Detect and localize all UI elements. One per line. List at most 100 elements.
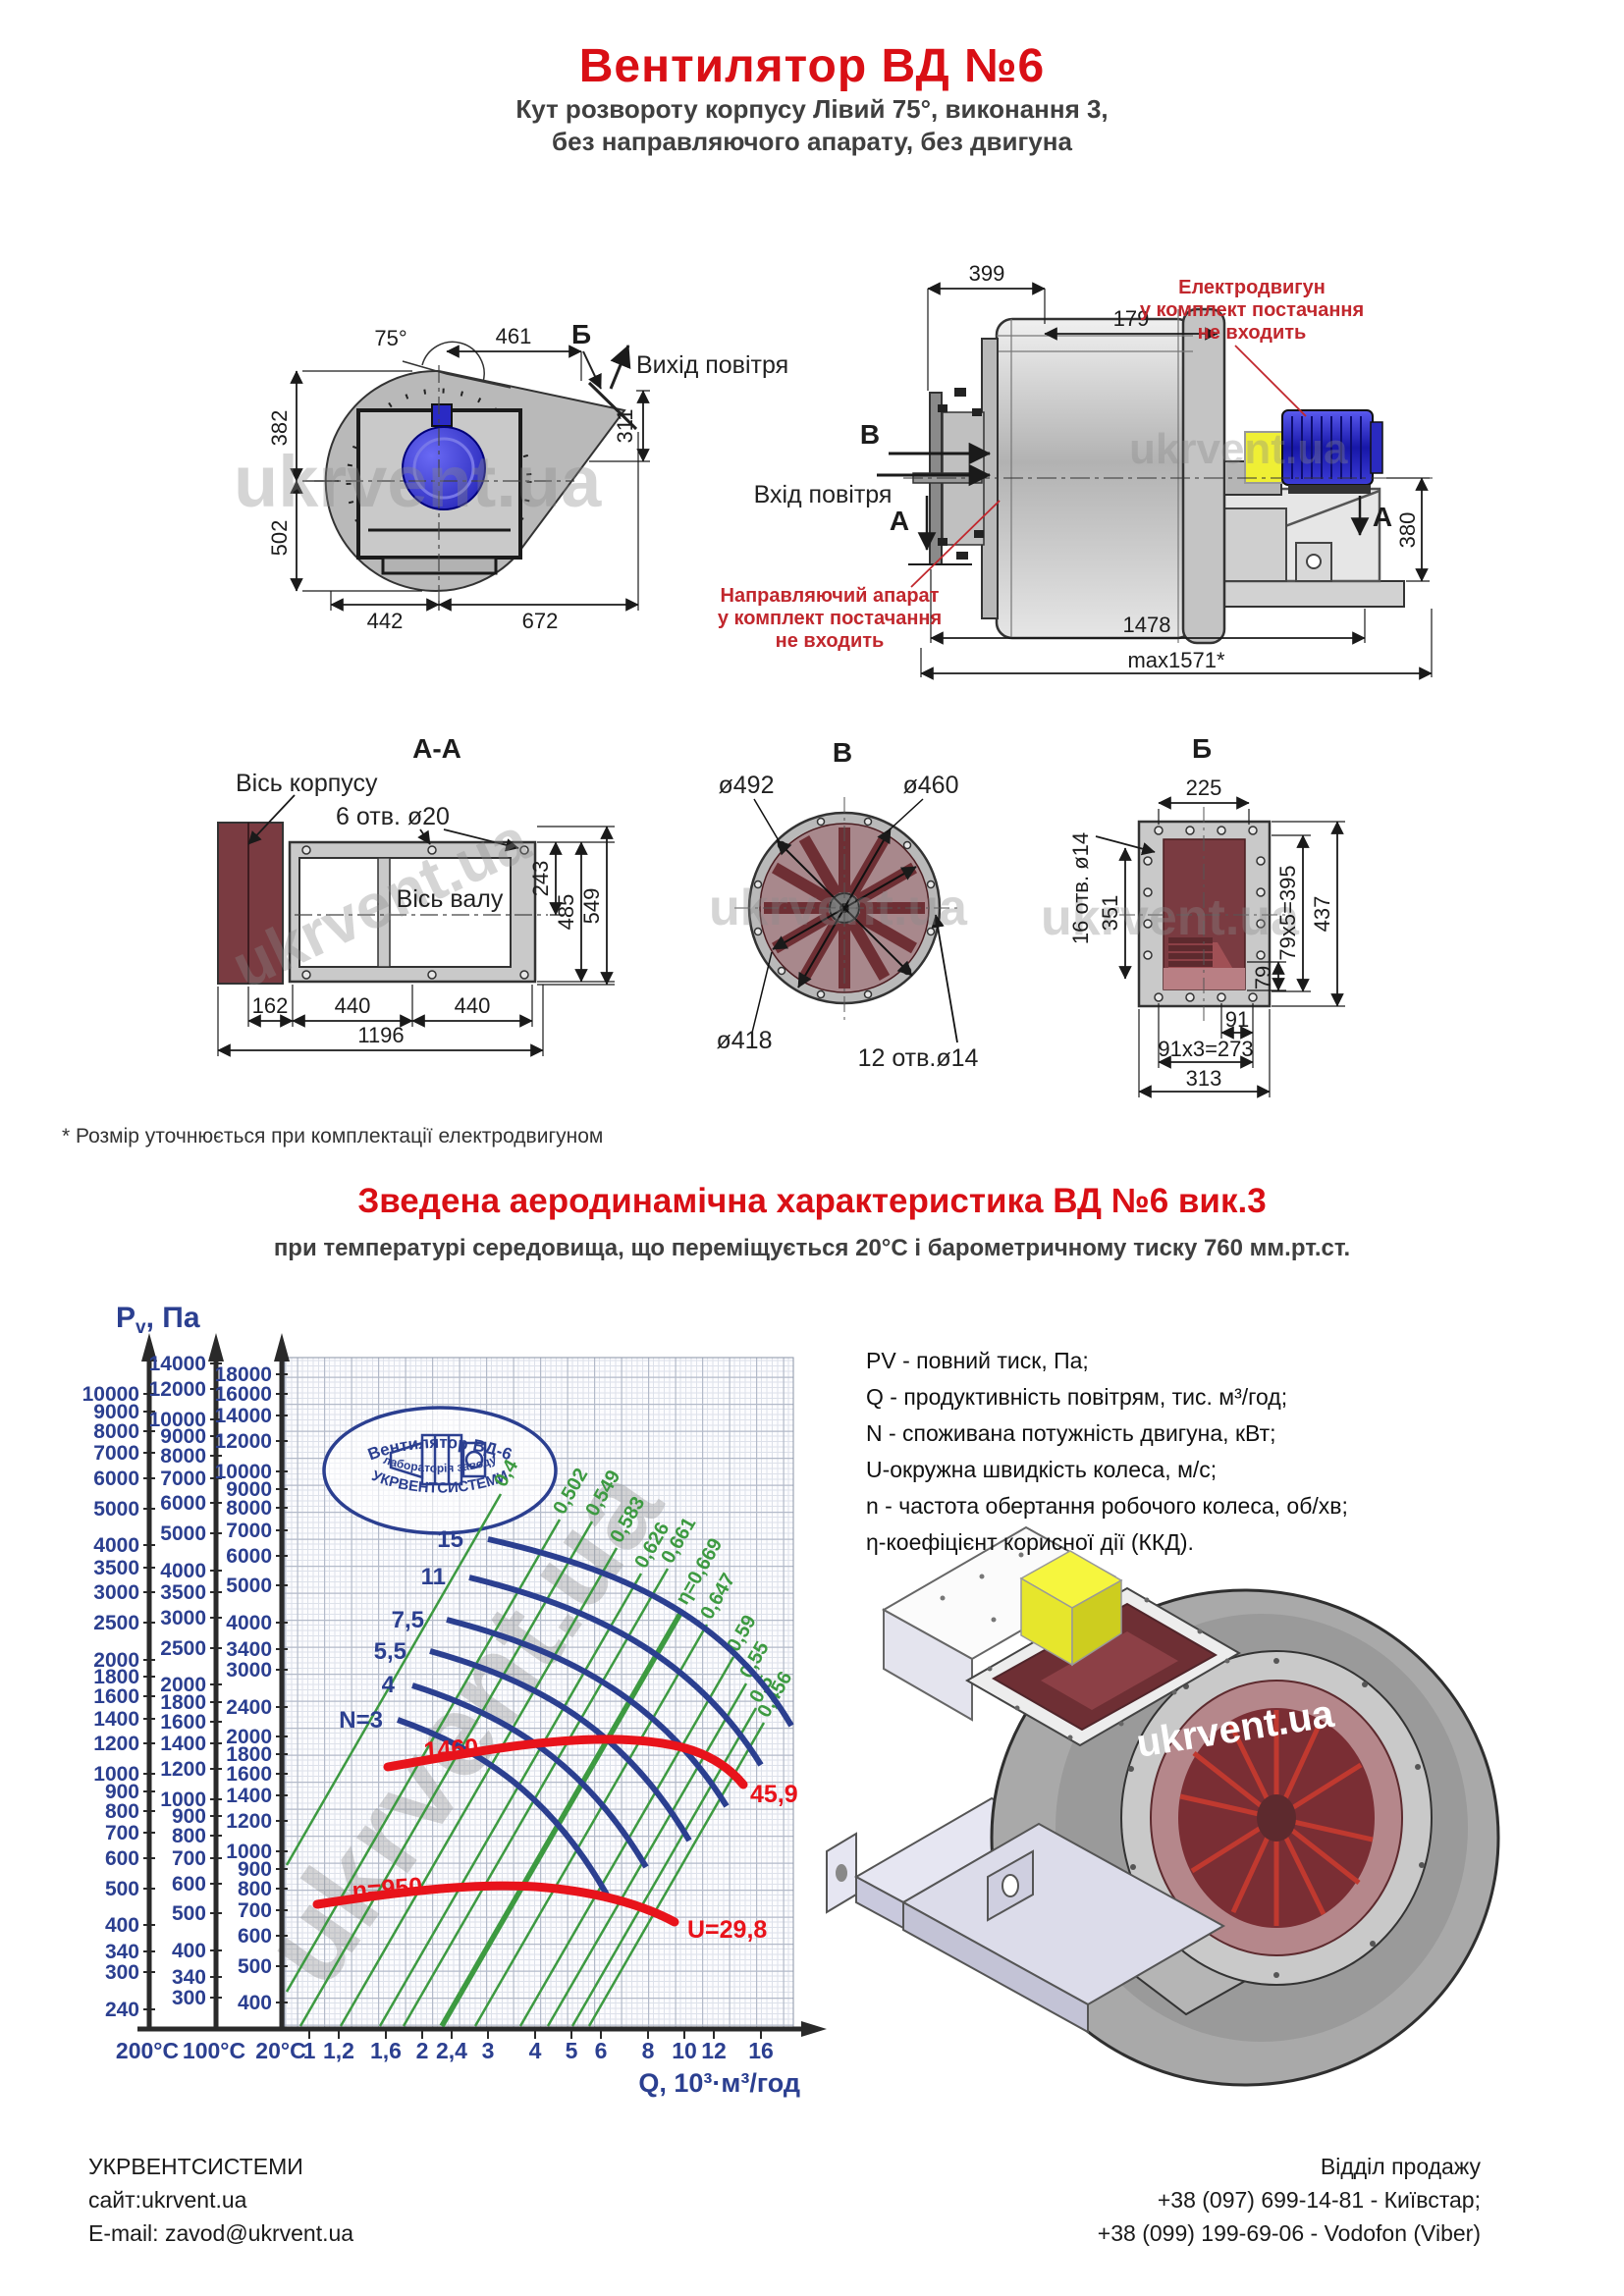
legend-line-u: U-окружна швидкість колеса, м/с; (866, 1457, 1218, 1482)
subtitle-line-2: без направляючого апарату, без двигуна (552, 127, 1072, 156)
note-line: Направляючий апарат (720, 585, 940, 607)
dim-442: 442 (367, 609, 404, 633)
watermark-text: ukrvent.ua (1129, 425, 1348, 473)
x-tick: 5 (566, 2038, 578, 2063)
tick: 800 (172, 1825, 206, 1847)
tick: 18000 (215, 1363, 272, 1386)
dim-1196: 1196 (357, 1023, 404, 1047)
tick: 5000 (93, 1498, 139, 1521)
tick: 700 (105, 1822, 139, 1844)
holes-16-d14-label: 16 отв. ø14 (1068, 832, 1093, 944)
n-label: 15 (437, 1526, 463, 1553)
tick: 7000 (226, 1520, 272, 1542)
chart-heading: Зведена аеродинамічна характеристика ВД … (357, 1182, 1267, 1220)
tick: 1400 (160, 1733, 206, 1755)
tick: 5000 (160, 1522, 206, 1545)
dim-461: 461 (496, 324, 532, 348)
dim-91: 91 (1225, 1007, 1249, 1032)
note-line: не входить (775, 630, 885, 652)
air-out-label: Вихід повітря (636, 351, 788, 379)
n-label: 4 (382, 1672, 396, 1698)
tick: 9000 (93, 1401, 139, 1423)
tick: 400 (172, 1940, 206, 1962)
x-tick: 4 (529, 2038, 542, 2063)
efficiency-lines (285, 1493, 766, 2028)
tick: 4000 (93, 1534, 139, 1557)
size-footnote: * Розмір уточнюється при комплектації ел… (62, 1125, 604, 1148)
legend-line-pv: PV - повний тиск, Па; (866, 1348, 1089, 1373)
dim-549: 549 (579, 888, 604, 925)
company-name: УКРВЕНТСИСТЕМИ (88, 2154, 303, 2179)
dim-angle-75: 75° (374, 326, 406, 350)
dim-399: 399 (969, 261, 1005, 286)
watermark-text: ukrvent.ua (709, 880, 968, 936)
tick: 500 (172, 1902, 206, 1925)
section-label-a-left: А (890, 506, 909, 536)
chart-subheading: при температурі середовища, що переміщує… (273, 1235, 1351, 1261)
note-line: не входить (1197, 322, 1307, 344)
pressure-scale-200c: 10000 9000 8000 7000 6000 5000 4000 3500… (82, 1383, 139, 2021)
motor-not-included-note: Електродвигун у комплект постачання не в… (1100, 277, 1404, 345)
x-tick: 3 (482, 2038, 495, 2063)
dim-225: 225 (1186, 775, 1222, 800)
tick: 500 (238, 1955, 272, 1978)
legend-line-eta: η-коефіцієнт корисної дії (ККД). (866, 1529, 1194, 1555)
shaft-axis-label: Вісь валу (397, 885, 504, 913)
tick: 5000 (226, 1575, 272, 1597)
dim-1478: 1478 (1123, 613, 1171, 637)
sales-phone-2: +38 (099) 199-69-06 - Vodofon (Viber) (1097, 2220, 1481, 2246)
tick: 700 (238, 1899, 272, 1922)
tick: 3000 (93, 1581, 139, 1604)
dim-380: 380 (1395, 512, 1420, 549)
x-tick: 1,6 (370, 2038, 402, 2063)
temp-20: 20°C (255, 2038, 305, 2063)
tick: 16000 (215, 1383, 272, 1406)
dim-max1571: max1571* (1127, 648, 1225, 672)
note-line: у комплект постачання (717, 608, 943, 629)
chart-x-axis-label: Q, 10³·м³/год (638, 2068, 800, 2098)
tick: 3000 (160, 1607, 206, 1629)
tick: 14000 (149, 1353, 206, 1375)
housing-axis-label: Вісь корпусу (236, 770, 378, 797)
tick: 1400 (226, 1785, 272, 1807)
legend-line-n-speed: n - частота обертання робочого колеса, о… (866, 1493, 1348, 1519)
tick: 3500 (93, 1557, 139, 1579)
tick: 2500 (160, 1637, 206, 1660)
holes-6-d20-label: 6 отв. ø20 (336, 803, 450, 830)
company-email: E-mail: zavod@ukrvent.ua (88, 2220, 354, 2246)
tick: 3000 (226, 1659, 272, 1682)
tick: 1200 (93, 1733, 139, 1755)
speed-end-label-u29-8: U=29,8 (687, 1916, 767, 1944)
speed-curve-labels: 1460 45,9 n=950 U=29,8 (352, 1734, 798, 1944)
tick: 8000 (226, 1497, 272, 1520)
tick: 7000 (93, 1442, 139, 1465)
page-header: Вентилятор ВД №6 Кут розвороту корпусу Л… (0, 39, 1624, 158)
legend-line-n-power: N - споживана потужність двигуна, кВт; (866, 1420, 1276, 1446)
air-in-label: Вхід повітря (754, 481, 893, 508)
tick: 240 (105, 1999, 139, 2021)
tick: 10000 (149, 1409, 206, 1431)
tick: 12000 (215, 1430, 272, 1453)
tick: 10000 (215, 1461, 272, 1483)
tick: 600 (172, 1873, 206, 1896)
dim-179: 179 (1113, 306, 1150, 331)
sales-phone-1: +38 (097) 699-14-81 - Київстар; (1157, 2187, 1481, 2213)
footer-sales-block: Відділ продажу +38 (097) 699-14-81 - Киї… (1098, 2150, 1481, 2250)
tick: 1600 (160, 1711, 206, 1734)
section-view-b: ukrvent.ua Б 225 16 отв. ø14 351 79х5=39… (1041, 733, 1345, 1098)
tick: 1800 (226, 1743, 272, 1766)
x-tick: 6 (595, 2038, 608, 2063)
tick: 1800 (93, 1666, 139, 1688)
holes-12-d14-label: 12 отв.ø14 (858, 1044, 979, 1072)
tick: 500 (105, 1878, 139, 1900)
x-tick: 2 (416, 2038, 429, 2063)
dim-485: 485 (554, 894, 578, 931)
page-title: Вентилятор ВД №6 (578, 40, 1046, 92)
dim-79: 79 (1251, 966, 1275, 989)
tick: 14000 (215, 1405, 272, 1427)
tick: 1600 (93, 1685, 139, 1708)
note-line: Електродвигун (1178, 277, 1326, 298)
tick: 1600 (226, 1763, 272, 1786)
footer-company-block: УКРВЕНТСИСТЕМИ сайт:ukrvent.ua E-mail: z… (88, 2150, 353, 2250)
